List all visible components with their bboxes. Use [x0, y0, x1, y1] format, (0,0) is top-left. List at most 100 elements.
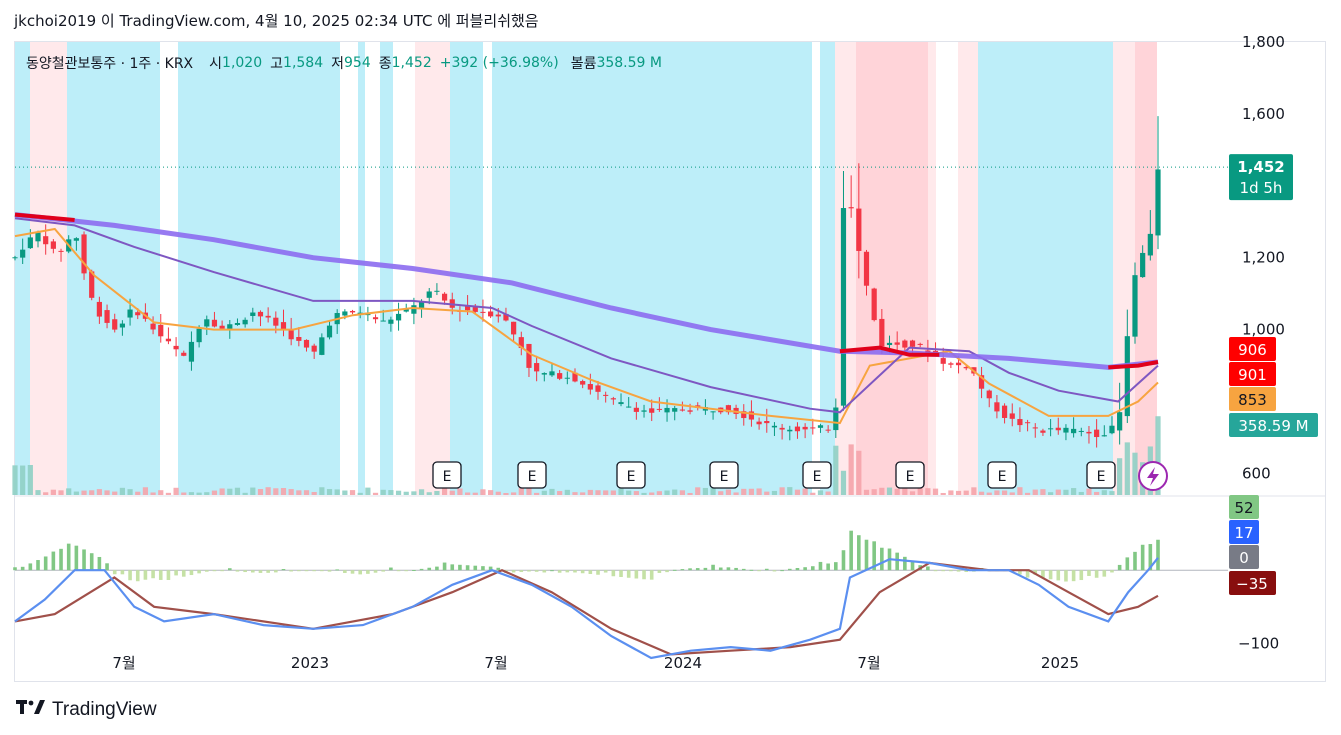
macd-histogram-bar: [89, 553, 94, 571]
volume-bar: [1017, 487, 1023, 495]
candle-body: [1009, 413, 1015, 419]
macd-histogram-bar: [358, 570, 363, 575]
candle-body: [326, 325, 333, 338]
macd-histogram-bar: [880, 547, 884, 571]
earnings-marker: E: [709, 461, 739, 489]
volume-bar: [741, 488, 747, 495]
footer-brand[interactable]: TradingView: [16, 698, 157, 722]
macd-histogram-bar: [1133, 551, 1137, 571]
volume-bar: [971, 487, 977, 495]
macd-histogram-bar: [166, 570, 171, 580]
earnings-marker-box: [517, 461, 547, 489]
candle-body: [426, 291, 432, 298]
candle-body: [518, 337, 524, 349]
macd-histogram-bar: [1102, 570, 1107, 577]
macd-histogram-bar: [43, 556, 48, 571]
volume-bar: [158, 490, 164, 495]
macd-histogram-bar: [573, 570, 577, 573]
macd-histogram-bar: [872, 541, 876, 571]
macd-histogram-bar: [412, 570, 416, 572]
macd-histogram-bar: [910, 561, 915, 571]
candle-body: [1101, 435, 1107, 437]
volume-bar: [250, 487, 256, 495]
volume-bar: [43, 492, 49, 495]
candle-body: [787, 429, 793, 432]
volume-bar: [1032, 489, 1038, 495]
macd-histogram-bar: [373, 570, 378, 573]
price-axis-tick: 1,800: [1242, 33, 1285, 51]
candle-body: [863, 251, 870, 286]
candle-body: [188, 341, 195, 362]
series-value-label: 853: [1238, 391, 1267, 409]
volume-bar: [1132, 452, 1138, 495]
legend-symbol[interactable]: 동양철관보통주 · 1주 · KRX: [26, 56, 194, 72]
legend-low-label: 저: [331, 56, 345, 72]
candle-body: [817, 425, 824, 428]
volume-bar: [196, 492, 202, 495]
volume-bar: [380, 489, 386, 495]
macd-histogram-bar: [66, 543, 71, 571]
macd-histogram-bar: [82, 549, 86, 571]
volume-bar: [119, 487, 125, 495]
volume-bar: [1078, 491, 1084, 495]
volume-bar: [672, 489, 678, 495]
candle-body: [181, 352, 187, 356]
earnings-marker-label: E: [813, 469, 822, 485]
macd-histogram-bar: [120, 570, 125, 575]
macd-histogram-bar: [1071, 570, 1076, 582]
macd-histogram-bar: [404, 570, 409, 572]
candle-body: [257, 311, 264, 317]
macd-histogram-bar: [304, 570, 309, 572]
volume-bar: [825, 491, 831, 495]
candle-body: [1147, 233, 1153, 256]
volume-bar: [365, 487, 371, 495]
candle-body: [771, 425, 778, 428]
legend-change: +392 (+36.98%): [439, 55, 559, 71]
macd-value-badge: [1229, 545, 1259, 569]
candle-body: [511, 321, 517, 335]
series-value-badge: [1229, 362, 1276, 386]
macd-histogram-bar: [473, 565, 478, 571]
candle-body: [119, 323, 125, 328]
volume-bar: [219, 488, 225, 495]
volume-bar: [779, 487, 785, 495]
macd-histogram-bar: [1033, 570, 1038, 575]
candle-body: [265, 315, 271, 318]
ma-mid-line: [14, 217, 1159, 414]
macd-histogram-bar: [1041, 570, 1045, 579]
background-band: [380, 42, 393, 495]
macd-histogram-bar: [251, 570, 255, 573]
earnings-marker-label: E: [998, 469, 1007, 485]
legend-high-label: 고: [270, 56, 284, 72]
candle-body: [464, 305, 471, 311]
macd-histogram-bar: [143, 570, 148, 580]
candle-body: [1024, 422, 1031, 424]
volume-bar: [848, 444, 854, 495]
macd-histogram-bar: [1148, 544, 1153, 571]
price-axis-tick: 600: [1242, 464, 1271, 482]
volume-bar: [35, 490, 41, 495]
macd-value-badge: [1229, 495, 1259, 519]
volume-bar: [679, 490, 685, 495]
volume-bar: [188, 492, 195, 495]
macd-histogram-bar: [1094, 570, 1099, 578]
macd-histogram-bar: [933, 570, 938, 572]
volume-bar: [464, 492, 471, 495]
macd-histogram-bar: [826, 563, 830, 571]
volume-bar: [257, 489, 264, 495]
candle-body: [1017, 419, 1023, 426]
candle-body: [12, 257, 18, 259]
earnings-marker-box: [1086, 461, 1116, 489]
candle-body: [50, 241, 56, 249]
volume-bar: [326, 489, 333, 495]
volume-bar: [886, 487, 893, 495]
volume-bar: [303, 490, 310, 495]
candle-body: [372, 317, 379, 320]
macd-histogram-bar: [381, 570, 386, 572]
candle-body: [1155, 169, 1161, 236]
volume-bar: [810, 492, 816, 495]
candle-body: [526, 343, 532, 368]
macd-histogram-bar: [557, 570, 562, 573]
macd-histogram-bar: [327, 570, 332, 572]
